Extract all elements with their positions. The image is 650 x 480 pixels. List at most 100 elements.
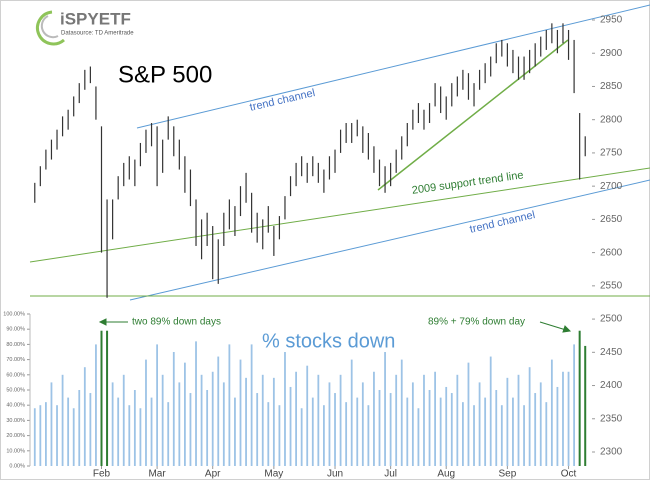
bar	[161, 374, 164, 466]
bar	[39, 405, 42, 466]
bar	[150, 397, 153, 466]
bar	[489, 356, 492, 466]
y-tick-label: 20.00%	[6, 433, 25, 439]
y-tick-label: 70.00%	[6, 357, 25, 363]
chart-title: S&P 500	[118, 61, 212, 88]
bar	[45, 402, 47, 466]
bar	[334, 393, 336, 466]
bar	[139, 408, 142, 466]
bar	[228, 344, 231, 466]
bar	[439, 397, 442, 466]
bar	[311, 397, 314, 466]
bar	[61, 374, 64, 466]
y-tick-label: 2500	[600, 314, 623, 325]
bar	[272, 377, 275, 466]
bar	[172, 352, 175, 466]
y-tick-label: 2800	[600, 114, 623, 125]
x-tick-label: Sep	[498, 469, 516, 480]
bar	[345, 402, 348, 466]
y-tick-label: 10.00%	[6, 448, 25, 454]
bar	[78, 390, 81, 466]
bar	[323, 405, 325, 466]
bar	[184, 362, 186, 466]
bar	[356, 397, 359, 466]
bar	[133, 390, 136, 466]
bar	[222, 382, 225, 466]
bar	[373, 371, 375, 466]
bar	[400, 359, 403, 466]
bar	[395, 374, 398, 466]
bar	[573, 344, 575, 466]
y-tick-label: 30.00%	[6, 418, 25, 424]
bar	[128, 405, 131, 466]
bar	[156, 344, 158, 466]
bar	[534, 393, 537, 466]
bar	[167, 402, 170, 466]
x-tick-label: Mar	[148, 469, 166, 480]
bar	[556, 386, 559, 466]
bar	[428, 390, 431, 466]
logo-source: Datasource: TD Ameritrade	[61, 31, 134, 37]
bar	[456, 374, 459, 466]
trend-lines	[29, 4, 650, 301]
annotation: 89% + 79% down day	[428, 317, 525, 328]
y-tick-label: 2650	[600, 214, 623, 225]
y-tick-label: 2700	[600, 181, 623, 192]
bar	[89, 393, 92, 466]
y-tick-label: 80.00%	[6, 342, 25, 348]
bar	[567, 371, 570, 466]
arrows	[98, 318, 572, 333]
bar	[106, 330, 109, 466]
bar	[95, 344, 97, 466]
bar	[111, 382, 114, 466]
bar	[245, 377, 247, 466]
y-tick-label: 2400	[600, 380, 623, 391]
bar	[100, 330, 103, 466]
bar	[378, 390, 381, 466]
bar	[50, 382, 53, 466]
bar	[517, 374, 520, 466]
bar	[417, 408, 420, 466]
y-tick-label: 2950	[600, 15, 623, 26]
bar	[434, 371, 436, 466]
bar	[350, 359, 353, 466]
y-tick-label: 2850	[600, 81, 623, 92]
y-tick-label: 2900	[600, 48, 623, 59]
bar	[539, 382, 542, 466]
logo-name: iSPYETF	[60, 9, 131, 28]
y-tick-label: 2550	[600, 280, 623, 291]
bar	[122, 374, 125, 466]
panel-title: % stocks down	[262, 330, 395, 352]
bar	[284, 352, 286, 466]
bar	[195, 341, 197, 466]
bar	[406, 397, 409, 466]
bar	[450, 393, 453, 466]
bar	[239, 359, 242, 466]
x-tick-label: Jun	[327, 469, 343, 480]
y-tick-label: 50.00%	[6, 387, 25, 393]
bar	[473, 405, 475, 466]
bar	[178, 382, 181, 466]
bar	[484, 397, 487, 466]
bar	[512, 397, 514, 466]
annotation: two 89% down days	[132, 317, 221, 328]
bar	[495, 390, 498, 466]
bar	[328, 382, 331, 466]
bar	[67, 397, 70, 466]
bar	[384, 352, 386, 466]
bar	[295, 371, 297, 466]
bar	[261, 374, 264, 466]
x-tick-label: May	[264, 469, 283, 480]
bar	[500, 405, 503, 466]
y-tick-label: 0.00%	[9, 463, 25, 469]
y-tick-label: 2750	[600, 148, 623, 159]
bar	[389, 393, 392, 466]
bar	[278, 405, 281, 466]
y-tick-label: 2450	[600, 347, 623, 358]
bar	[250, 344, 253, 466]
bar	[234, 397, 236, 466]
y-tick-label: 2350	[600, 413, 623, 424]
bar	[467, 362, 470, 466]
x-tick-label: Jul	[384, 469, 397, 480]
